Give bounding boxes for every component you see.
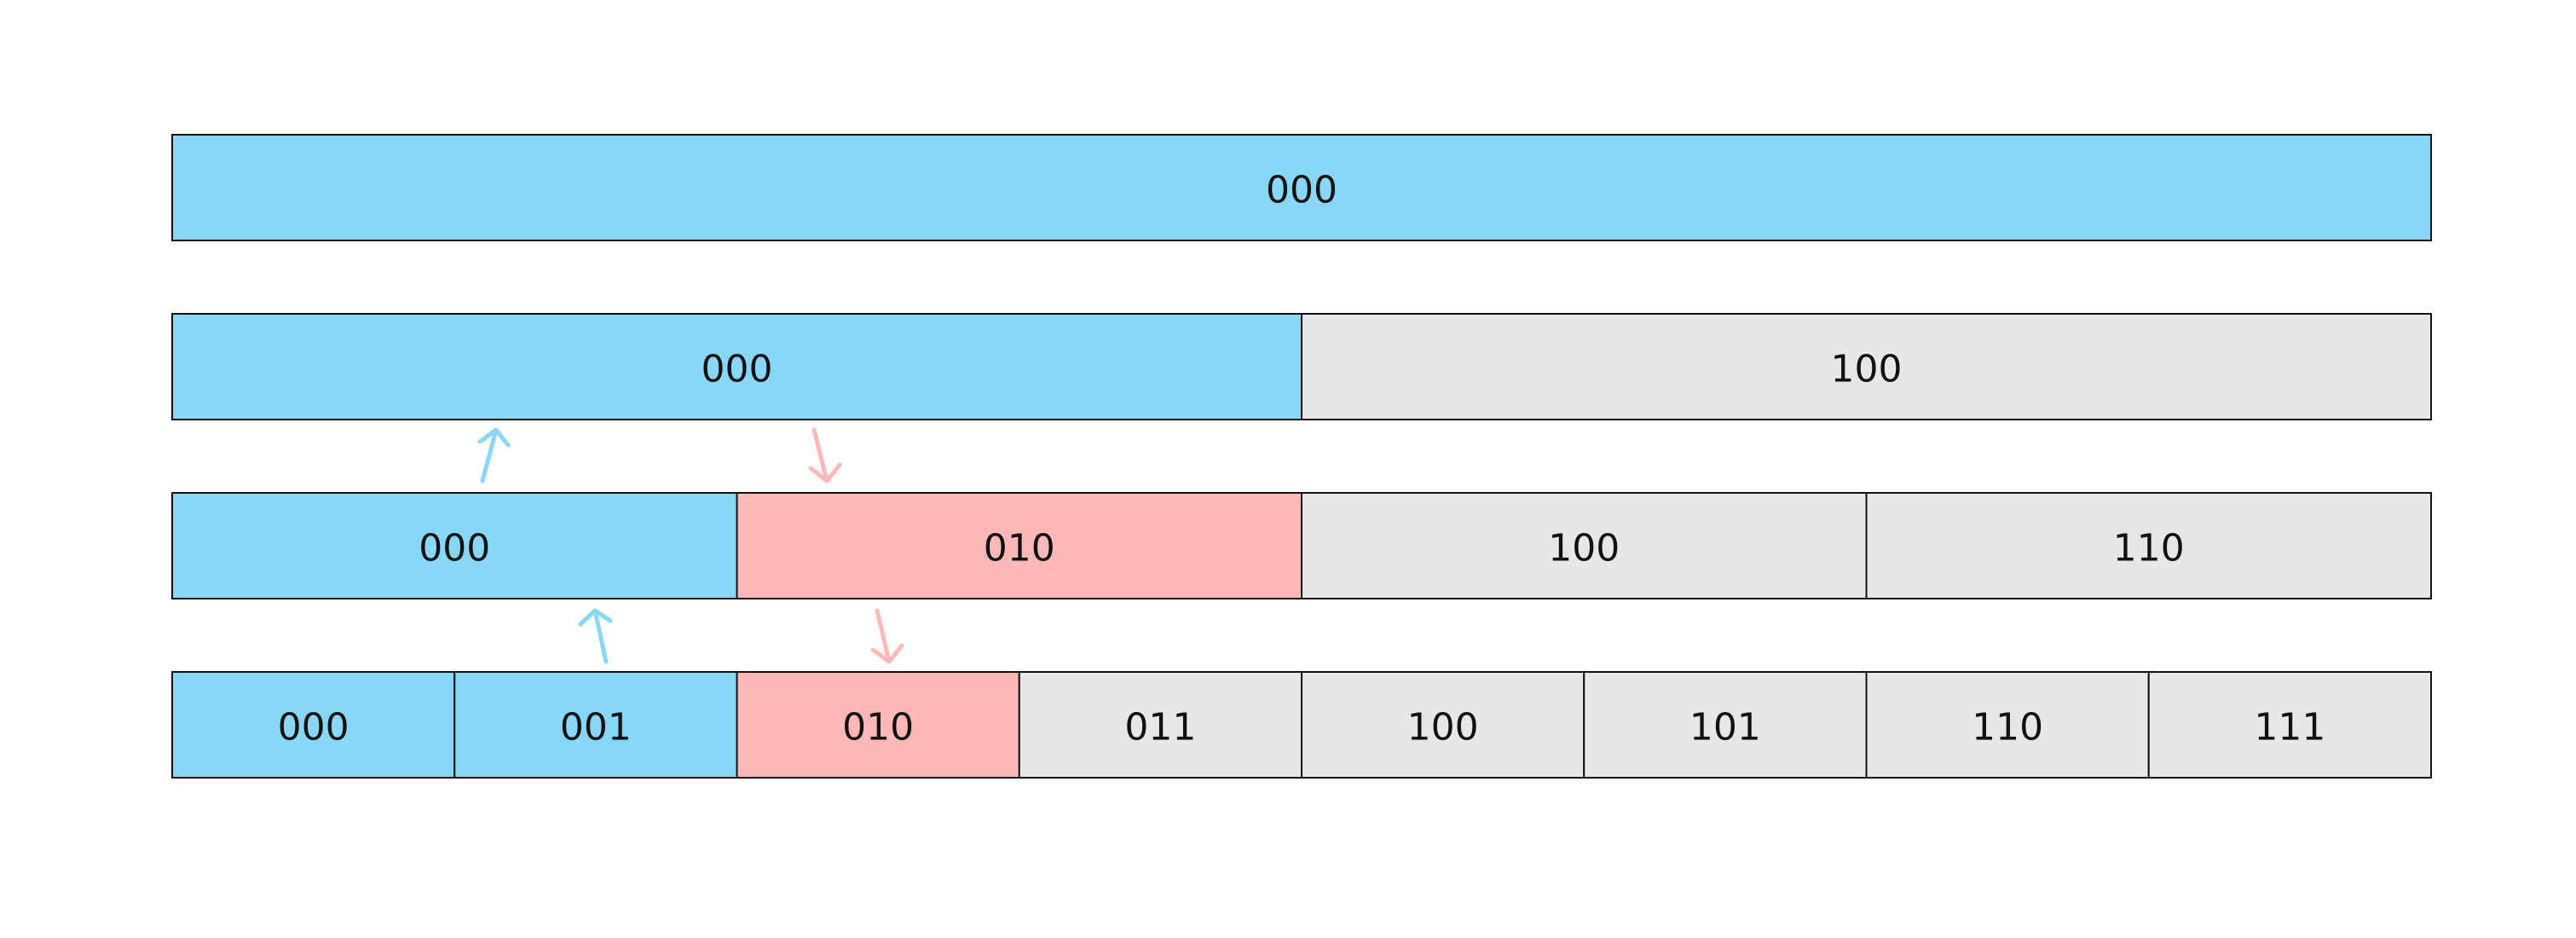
- cell-label: 000: [702, 348, 773, 391]
- cell-row2-2: 100: [1301, 492, 1868, 599]
- cell-bg: [171, 134, 2432, 241]
- arrow-down-icon: [870, 608, 904, 664]
- cell-bg: [736, 492, 1302, 599]
- cell-label: 101: [1689, 706, 1761, 750]
- arrow-up-blue-2: [578, 608, 613, 664]
- cell-bg: [1865, 492, 2432, 599]
- arrow-up-icon: [477, 427, 511, 483]
- arrow-down-red-2: [870, 608, 904, 664]
- cell-label: 010: [842, 706, 914, 750]
- arrow-up-blue-1: [477, 427, 511, 483]
- cell-bg: [736, 671, 1020, 779]
- cell-label: 010: [984, 527, 1055, 570]
- cell-bg: [1301, 671, 1585, 779]
- cell-label: 100: [1548, 527, 1620, 570]
- cell-label: 011: [1124, 706, 1196, 750]
- cell-label: 001: [560, 706, 632, 750]
- arrow-down-red-1: [808, 427, 842, 483]
- cell-bg: [2147, 671, 2432, 779]
- cell-row3-3: 011: [1018, 671, 1302, 779]
- row-level-2: 000 010 100 110: [171, 492, 2432, 599]
- cell-label: 110: [1972, 706, 2043, 750]
- cell-label: 000: [1266, 169, 1337, 212]
- cell-bg: [1301, 313, 2432, 420]
- cell-bg: [171, 671, 456, 779]
- cell-label: 100: [1407, 706, 1479, 750]
- cell-row2-3: 110: [1865, 492, 2432, 599]
- cell-row3-5: 101: [1583, 671, 1868, 779]
- row-level-1: 000 100: [171, 313, 2432, 420]
- cell-row2-0: 000: [171, 492, 738, 599]
- cell-bg: [1301, 492, 1868, 599]
- cell-row3-7: 111: [2147, 671, 2432, 779]
- cell-label: 000: [278, 706, 349, 750]
- cell-label: 110: [2113, 527, 2185, 570]
- cell-bg: [171, 492, 738, 599]
- row-level-0: 000: [171, 134, 2432, 241]
- cell-row3-6: 110: [1865, 671, 2150, 779]
- cell-row3-1: 001: [453, 671, 738, 779]
- cell-row0-0: 000: [171, 134, 2432, 241]
- cell-label: 111: [2254, 706, 2325, 750]
- arrow-down-icon: [808, 427, 842, 483]
- cell-bg: [1865, 671, 2150, 779]
- cell-row3-4: 100: [1301, 671, 1585, 779]
- row-level-3: 000 001 010 011 100 101 110 111: [171, 671, 2432, 779]
- cell-row2-1: 010: [736, 492, 1302, 599]
- cell-bg: [453, 671, 738, 779]
- cell-row1-0: 000: [171, 313, 1302, 420]
- cell-bg: [1583, 671, 1868, 779]
- cell-row1-1: 100: [1301, 313, 2432, 420]
- arrow-up-icon: [578, 608, 613, 664]
- cell-row3-0: 000: [171, 671, 456, 779]
- cell-label: 100: [1831, 348, 1903, 391]
- cell-bg: [171, 313, 1302, 420]
- cell-label: 000: [419, 527, 490, 570]
- cell-row3-2: 010: [736, 671, 1020, 779]
